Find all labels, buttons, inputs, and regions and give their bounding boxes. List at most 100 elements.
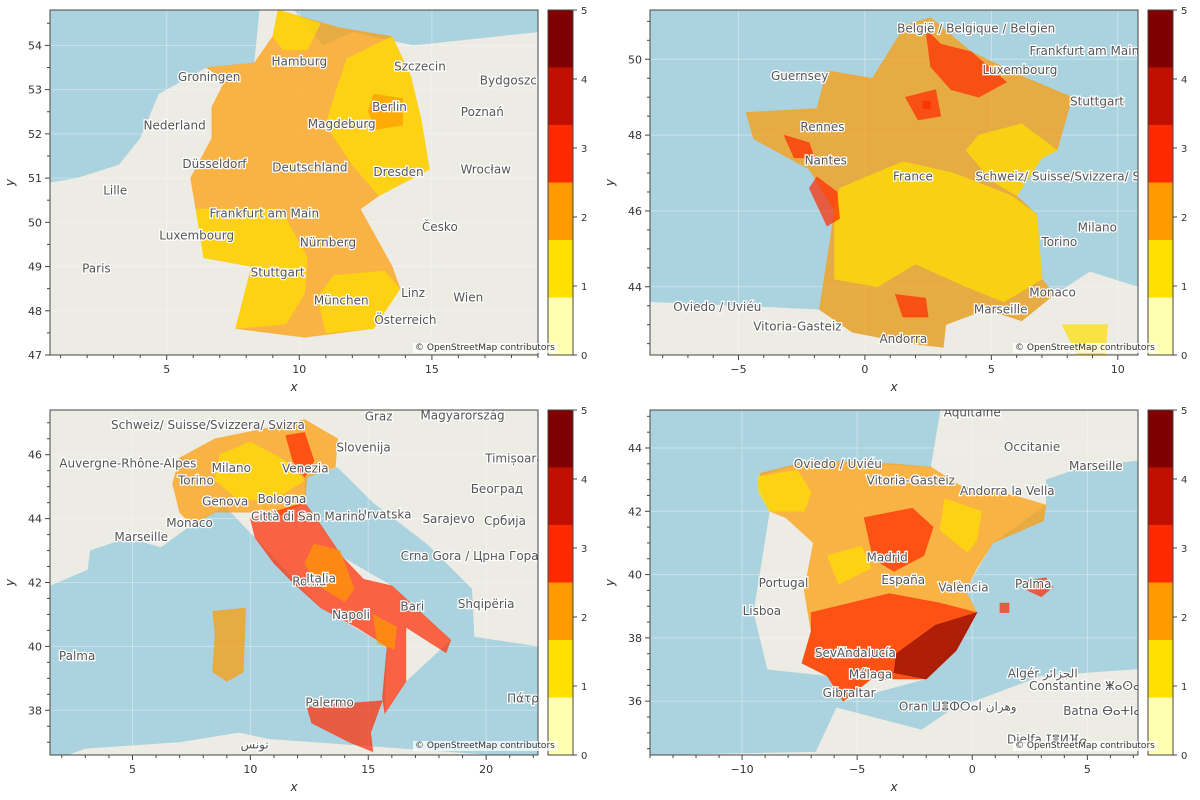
place-label: Vitoria-Gasteiz (753, 319, 841, 333)
place-label: Lisboa (743, 604, 782, 618)
region-level-3[interactable] (285, 431, 315, 478)
place-label: Stuttgart (251, 265, 305, 279)
colorbar-tick-label: 4 (1181, 75, 1187, 86)
region-level-3[interactable] (904, 89, 942, 121)
y-tick-label: 38 (628, 632, 642, 645)
region-level-3[interactable] (925, 27, 1008, 98)
map-germany[interactable]: Groningen Hamburg Szczecin Bydgoszcz Berlin P… (0, 0, 600, 400)
region-level-3[interactable] (999, 602, 1010, 613)
place-label: Schweiz/ Suisse/Svizzera/ Svizra (975, 170, 1169, 184)
place-label: Bologna (258, 492, 307, 506)
region-level-1[interactable] (317, 270, 401, 334)
region-level-1[interactable] (965, 123, 1058, 197)
place-label: Београд (471, 482, 524, 496)
y-tick-label: 44 (628, 281, 642, 294)
region-level-2[interactable] (212, 607, 247, 682)
y-tick-label: 44 (28, 513, 42, 526)
place-label: Torino (1040, 235, 1077, 249)
x-tick-label: 0 (969, 763, 976, 776)
region-level-2[interactable] (304, 543, 355, 603)
place-label: Batna ⴱⴰⵜⵏⴰ باتنة (1063, 704, 1165, 718)
region-level-1[interactable] (826, 545, 872, 585)
map-spain[interactable]: Aquitaine Oviedo / Uviéu Occitanie Marseill… (600, 400, 1200, 800)
region-level-3[interactable] (783, 134, 815, 159)
colorbar-segment (1148, 525, 1173, 583)
place-label: España (881, 573, 925, 587)
region-level-3[interactable] (863, 507, 934, 572)
region-level-3[interactable] (306, 700, 383, 753)
land-mass (650, 271, 1138, 355)
region-level-1[interactable] (834, 161, 1043, 303)
colorbar-segment (1148, 182, 1173, 240)
place-label: Österreich (374, 311, 436, 327)
region-level-1[interactable] (195, 208, 308, 329)
attribution: © OpenStreetMap contributors (413, 741, 557, 751)
place-label: Slovenija (336, 441, 390, 455)
colorbar-segment (548, 10, 573, 68)
region-level-3[interactable] (801, 593, 978, 702)
region-level-1[interactable] (272, 10, 322, 51)
place-label: Česko (422, 219, 458, 234)
place-label: Graz (365, 410, 393, 424)
region-level-3[interactable] (922, 100, 932, 109)
colorbar-tick-label: 3 (1181, 544, 1187, 555)
place-label: Bydgoszcz (480, 73, 543, 87)
place-label: Constantine ⵥⴰⵙⴰⵏⵜⵉⵏⴰ قسنطينة (1029, 679, 1200, 693)
region-level-3[interactable] (808, 176, 841, 227)
place-label: München (314, 294, 369, 308)
colorbar-frame (1147, 9, 1174, 356)
region-level-1[interactable] (757, 469, 812, 512)
place-label: Algér الجزائر (1008, 666, 1078, 681)
x-tick-label: 5 (163, 363, 170, 376)
y-tick-label: 42 (628, 505, 642, 518)
colorbar-tick-label: 5 (581, 6, 587, 17)
panel-spain[interactable]: Aquitaine Oviedo / Uviéu Occitanie Marseill… (600, 400, 1200, 800)
region-level-3[interactable] (1024, 577, 1054, 598)
place-label: Roma (292, 575, 326, 589)
place-label: Oviedo / Uviéu (794, 457, 882, 471)
colorbar-tick-label: 1 (581, 282, 587, 293)
place-label: تونس (241, 738, 269, 753)
colorbar-tick-label: 2 (581, 613, 587, 624)
place-label: Madrid (866, 550, 907, 564)
map-france[interactable]: België / Belgique / Belgien Frankfurt am … (600, 0, 1200, 400)
place-label: Sarajevo (422, 512, 474, 526)
colorbar-tick-label: 3 (1181, 144, 1187, 155)
colorbar-segment (548, 525, 573, 583)
colorbar-tick-label: 5 (581, 406, 587, 417)
region-level-2[interactable] (367, 93, 404, 130)
region-level-1[interactable] (939, 498, 982, 554)
place-label: Hrvatska (358, 508, 411, 522)
colorbar-segment (1148, 240, 1173, 298)
place-label: Magyarország (420, 409, 504, 423)
place-label: Oviedo / Uviéu (673, 300, 761, 314)
region-level-5[interactable] (893, 611, 978, 680)
y-tick-label: 40 (628, 569, 642, 582)
place-label: Sevilla (815, 646, 854, 660)
place-label: Србија (484, 514, 526, 528)
place-label: Schweiz/ Suisse/Svizzera/ Svizra (111, 418, 305, 432)
place-label: France (893, 170, 933, 184)
land-mass (68, 732, 494, 755)
region-level-3[interactable] (894, 293, 929, 318)
place-label: Nederland (144, 118, 206, 132)
colorbar-tick-label: 2 (581, 213, 587, 224)
colorbar-tick-label: 4 (581, 75, 587, 86)
colorbar-tick-label: 0 (1181, 751, 1187, 762)
place-label: Gibraltar (823, 686, 876, 700)
place-label: Marseille (974, 302, 1028, 316)
colorbar-segment (1148, 10, 1173, 68)
region-level-1[interactable] (214, 441, 306, 500)
panel-germany[interactable]: Groningen Hamburg Szczecin Bydgoszcz Berlin P… (0, 0, 600, 400)
place-label: Occitanie (1004, 440, 1060, 454)
place-label: Guernsey (771, 69, 828, 83)
region-level-2[interactable] (372, 613, 397, 651)
x-tick-label: 15 (361, 763, 375, 776)
place-label: Monaco (1029, 286, 1076, 300)
map-italy[interactable]: Schweiz/ Suisse/Svizzera/ Svizra Graz Magy… (0, 400, 600, 800)
colorbar-tick-label: 5 (1181, 406, 1187, 417)
panel-italy[interactable]: Schweiz/ Suisse/Svizzera/ Svizra Graz Magy… (0, 400, 600, 800)
panel-france[interactable]: België / Belgique / Belgien Frankfurt am … (600, 0, 1200, 400)
colorbar-segment (548, 410, 573, 468)
place-label: Groningen (178, 70, 240, 84)
